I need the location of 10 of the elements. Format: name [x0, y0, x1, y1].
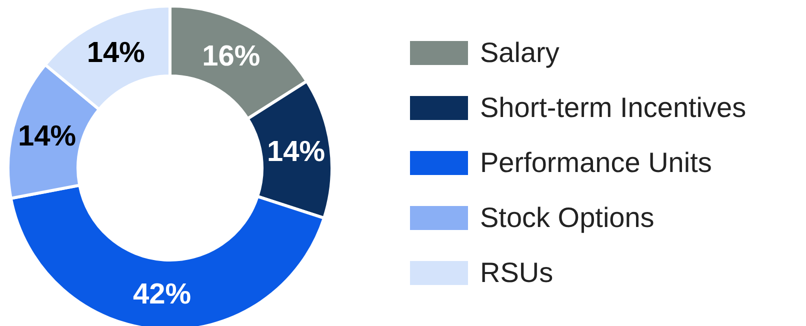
legend-label: Salary — [480, 36, 560, 68]
data-label: 14% — [18, 120, 76, 152]
data-label: 14% — [86, 37, 146, 70]
data-label: 42% — [133, 278, 192, 311]
data-label: 14% — [266, 136, 326, 168]
legend-label: Stock Options — [480, 202, 654, 234]
legend-label: Short-term Incentives — [480, 92, 746, 124]
legend-label: RSUs — [480, 256, 554, 288]
legend-label: Performance Units — [480, 146, 712, 178]
data-label: 16% — [202, 40, 260, 73]
